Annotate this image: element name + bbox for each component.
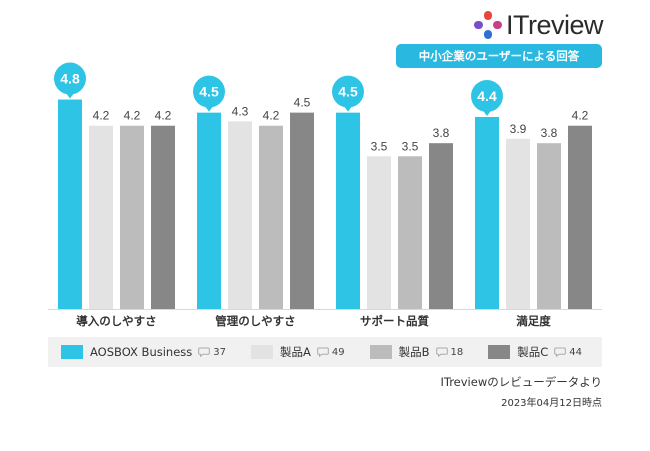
itreview-logo-icon: [474, 11, 502, 39]
data-label: 4.3: [232, 104, 249, 118]
legend-swatch: [251, 345, 273, 359]
value-bubble-pointer: [481, 108, 493, 116]
data-label: 4.2: [572, 109, 589, 123]
bar: [506, 138, 530, 309]
date-note: 2023年04月12日時点: [501, 398, 602, 409]
bar: [151, 125, 175, 310]
bar: [367, 156, 391, 309]
legend-label: AOSBOX Business: [90, 345, 193, 359]
data-label: 3.5: [402, 139, 419, 153]
bar: [336, 112, 360, 310]
data-label: 4.5: [338, 84, 358, 100]
category-label: 満足度: [516, 314, 551, 328]
data-label: 4.8: [60, 71, 80, 87]
data-label: 3.9: [510, 122, 527, 136]
review-count: 44: [554, 347, 582, 358]
bar: [259, 125, 283, 310]
legend-label: 製品C: [517, 345, 549, 359]
comment-icon: [317, 347, 329, 357]
data-label: 3.8: [541, 126, 558, 140]
itreview-logo: ITreview: [474, 9, 604, 40]
comment-icon: [198, 347, 211, 357]
legend-swatch: [61, 345, 83, 359]
bar: [475, 117, 499, 309]
value-bubble-pointer: [203, 103, 215, 112]
value-bubble-pointer: [64, 90, 76, 99]
value-bubble: [332, 75, 364, 108]
legend-item: AOSBOX Business 37: [48, 345, 226, 359]
data-label: 4.5: [294, 96, 311, 110]
bar: [537, 143, 561, 309]
data-label: 4.5: [199, 84, 219, 100]
data-label: 4.2: [155, 109, 172, 123]
bar-chart: 4.8 4.2 4.2 4.2 導入のしやすさ 4.5 4.3 4.2 4.5 管理のしやすさ 4.…: [48, 62, 602, 328]
bar: [197, 112, 221, 310]
logo-text: ITreview: [506, 9, 604, 40]
review-count: 49: [317, 347, 345, 358]
category-label: 導入のしやすさ: [76, 314, 156, 328]
review-count-value: 37: [213, 346, 226, 358]
review-count: 18: [435, 346, 464, 358]
bar: [290, 112, 314, 310]
bar: [120, 125, 144, 310]
data-label: 3.8: [433, 126, 450, 140]
comment-icon: [554, 347, 567, 357]
category-label: 管理のしやすさ: [215, 314, 295, 328]
category-label: サポート品質: [360, 314, 429, 328]
legend-swatch: [488, 345, 511, 359]
legend-item: 製品A 49: [238, 344, 345, 360]
value-bubble: [54, 62, 86, 95]
bar: [89, 125, 113, 310]
legend-item: 製品B 18: [357, 344, 464, 360]
bar: [228, 121, 252, 309]
data-label: 4.4: [477, 88, 497, 104]
review-count-value: 44: [569, 346, 582, 358]
legend-label: 製品A: [280, 345, 311, 359]
review-count-value: 49: [331, 346, 345, 358]
value-bubble: [193, 75, 225, 108]
value-bubble-pointer: [342, 103, 354, 112]
legend-item: 製品C 44: [475, 344, 582, 360]
bar: [58, 99, 82, 309]
legend-swatch: [369, 345, 392, 359]
value-bubble: [471, 80, 503, 112]
review-count-value: 18: [450, 346, 464, 358]
data-label: 4.2: [93, 109, 110, 123]
data-label: 4.2: [124, 109, 141, 123]
review-count: 37: [198, 347, 226, 358]
legend: AOSBOX Business 37 製品A 49 製品B 18 製品C 44: [48, 337, 602, 367]
data-label: 3.5: [371, 139, 388, 153]
legend-label: 製品B: [398, 345, 430, 359]
bar: [398, 156, 422, 309]
bar: [568, 125, 592, 310]
bar: [429, 143, 453, 309]
comment-icon: [435, 347, 448, 357]
source-note: ITreviewのレビューデータより: [440, 375, 602, 389]
respondent-badge: 中小企業のユーザーによる回答: [396, 44, 602, 68]
data-label: 4.2: [263, 109, 280, 123]
